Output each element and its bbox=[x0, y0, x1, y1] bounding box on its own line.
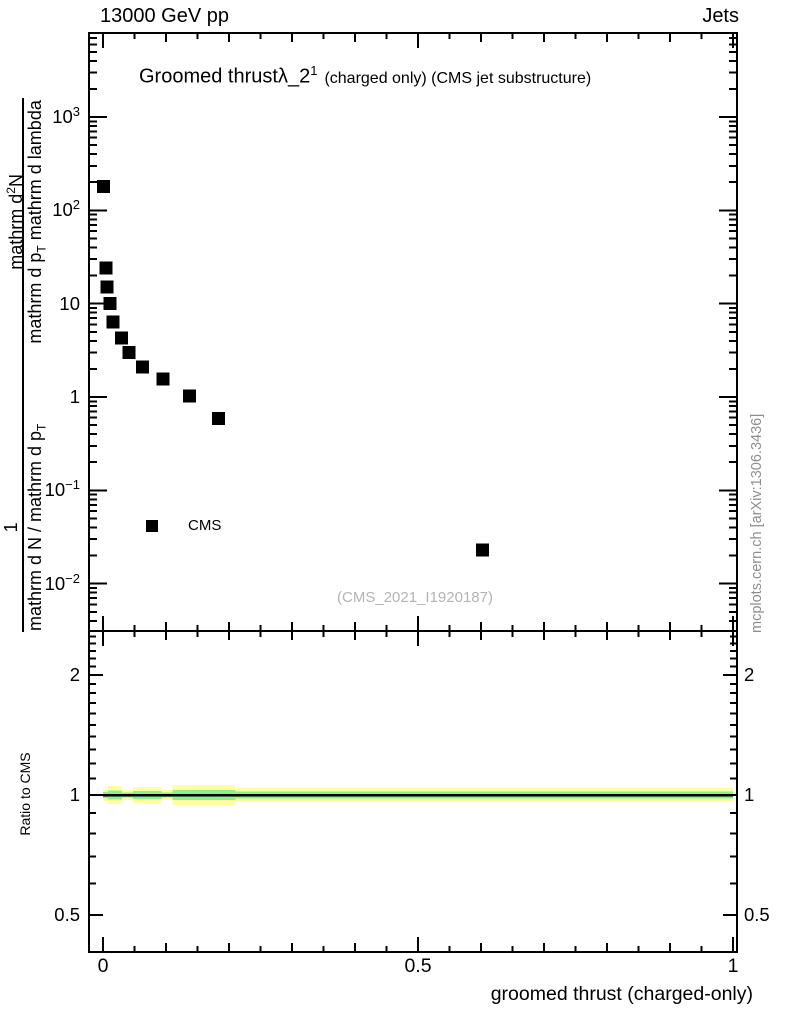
title-formula: λ_2 bbox=[277, 65, 311, 88]
tick-label: 10 bbox=[59, 292, 80, 314]
tick-label: 1 bbox=[727, 955, 739, 977]
x-axis-title: groomed thrust (charged-only) bbox=[490, 983, 753, 1005]
tick-label: 1 bbox=[744, 784, 755, 805]
title-formula-exponent: 1 bbox=[310, 63, 318, 78]
beam-energy-label: 13000 GeV pp bbox=[100, 5, 229, 27]
title-main: Groomed thrust bbox=[139, 65, 278, 88]
tick-label: 103 bbox=[52, 103, 80, 127]
legend-marker-square bbox=[146, 520, 158, 532]
tick-label: 102 bbox=[52, 197, 80, 221]
tick-label: 0.5 bbox=[744, 904, 770, 925]
mcplots-reference-note: mcplots.cern.ch [arXiv:1306.3436] bbox=[749, 413, 765, 633]
tick-label: 0 bbox=[97, 955, 109, 977]
legend-label: CMS bbox=[188, 517, 222, 534]
tick-label: 10−2 bbox=[44, 570, 80, 594]
title-suffix: (charged only) (CMS jet substructure) bbox=[324, 69, 592, 87]
tick-label: 2 bbox=[744, 664, 755, 685]
analysis-category-label: Jets bbox=[702, 5, 739, 27]
tick-label: 0.5 bbox=[404, 955, 432, 977]
y-axis-fraction-bar bbox=[22, 98, 24, 632]
tick-label: 1 bbox=[69, 385, 80, 407]
analysis-id-watermark: (CMS_2021_I1920187) bbox=[337, 589, 493, 606]
plot-title: Groomed thrustλ_21 (charged only) (CMS je… bbox=[139, 63, 591, 89]
tick-label: 2 bbox=[69, 664, 80, 685]
tick-label: 10−1 bbox=[44, 477, 80, 501]
tick-label: 0.5 bbox=[54, 904, 80, 925]
tick-label: 1 bbox=[69, 784, 80, 805]
